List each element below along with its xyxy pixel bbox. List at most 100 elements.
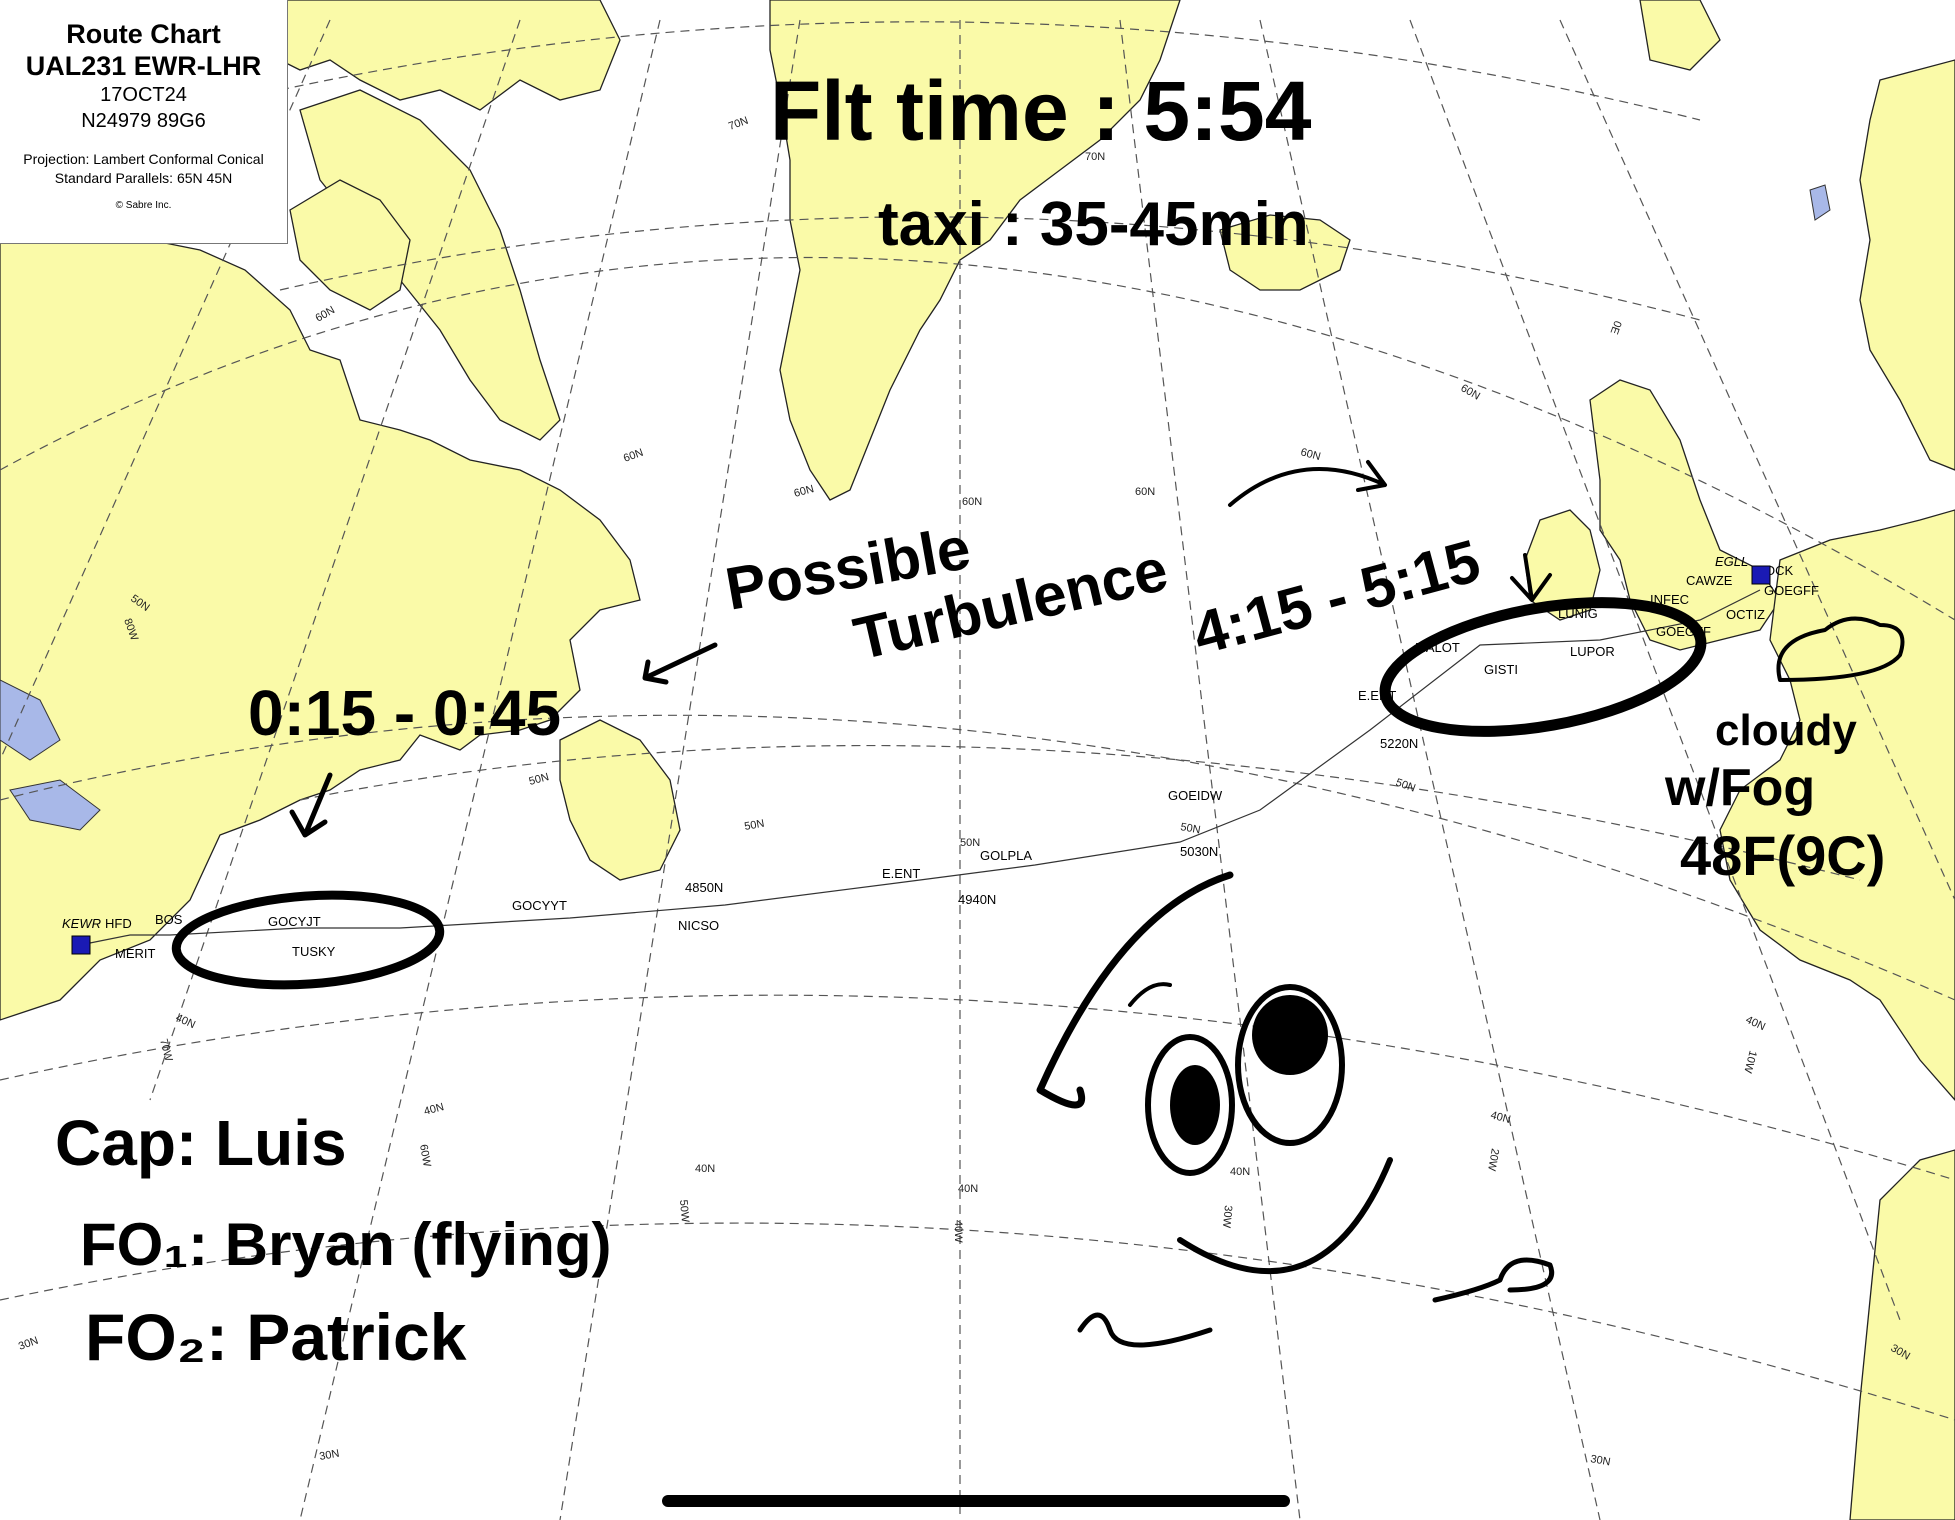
svalbard-land [1639,0,1721,71]
face-doodle-left-eye [1145,1034,1235,1176]
waypoint-label-eent-1: E.ENT [882,866,920,881]
flight-date: 17OCT24 [100,84,187,106]
newfoundland-land [559,719,681,881]
grid-label-70n: 70N [1085,151,1105,163]
annotation-text: Flt time : 5:54 taxi : 35-45min Possible… [55,64,1885,1374]
face-eye-fills [1170,995,1328,1145]
arrow-to-newfoundland [642,642,718,685]
face-doodle-left-pupil [1170,1065,1220,1145]
grid-label-0e: 0E [1608,319,1624,336]
face-doodle-right-pupil [1252,995,1328,1075]
note-crew-fo1: FO₁: Bryan (flying) [80,1211,611,1278]
route-line [79,589,1761,946]
waypoint-label-infec: INFEC [1650,592,1689,607]
parallel-50n [0,256,1955,621]
airport-destination-label: EGLL [1715,554,1748,569]
waypoint-label-lupor: LUPOR [1570,644,1615,659]
meridian-50w [559,19,801,1520]
waypoint-label-cawze: CAWZE [1686,573,1733,588]
waypoint-label-lunig: LUNIG [1558,606,1598,621]
grid-label-50n: 50N [528,771,551,788]
grid-label-30w: 30W [1220,1205,1234,1229]
waypoint-label-hfd: HFD [105,916,132,931]
note-weather-fog: w/Fog [1664,759,1815,817]
parallel-50n-b [299,745,1861,881]
note-flight-time: Flt time : 5:54 [770,64,1312,158]
note-weather-cloudy: cloudy [1715,706,1857,755]
scandinavia-land [1859,59,1955,471]
projection-label: Projection: Lambert Conformal Conical [23,151,264,167]
scandinavian-lake [1809,184,1831,221]
grid-label-40n: 40N [1489,1109,1512,1126]
cloud-doodle [1776,616,1905,682]
waypoint-label-bos: BOS [155,912,183,927]
grid-label-50w: 50W [677,1199,691,1223]
grid-label-50n: 50N [743,818,765,833]
waypoint-label-ock: OCK [1765,563,1794,578]
airport-marker-origin [71,935,91,955]
grid-label-10w: 10W [1741,1049,1759,1075]
parallel-40n-b [0,994,1955,1181]
waypoint-label-gocyyt: GOCYYT [512,898,567,913]
meridian-10w [1409,19,1901,1321]
waypoint-label-4940n: 4940N [958,892,996,907]
note-weather-temp: 48F(9C) [1680,824,1885,887]
grid-label-50n: 50N [1179,821,1201,836]
waypoint-label-nicso: NICSO [678,918,719,933]
grid-label-60n: 60N [1135,486,1155,498]
arrow-down-to-circle-1 [289,772,333,838]
annotation-shapes [171,460,1905,1348]
grid-label-20w: 20W [1485,1147,1501,1172]
flight-identifier: UAL231 EWR-LHR [25,51,262,81]
face-doodle-smile [1177,1157,1393,1275]
turbulence-area-oceanic-entry-circle [171,890,445,990]
grid-label-40n: 40N [695,1163,715,1175]
face-doodle-brow [1128,982,1172,1007]
grid-label-40n: 40N [958,1183,978,1195]
meridian-60w [299,19,661,1520]
waypoint-label-5030n: 5030N [1180,844,1218,859]
waypoint-label-goegff-2: GOEGFF [1764,583,1819,598]
baffin-island-land [289,179,411,311]
aircraft-registration: N24979 89G6 [81,110,206,132]
parallel-30n [0,1222,1955,1421]
note-crew-captain: Cap: Luis [55,1107,347,1179]
note-crew-fo2: FO₂: Patrick [85,1300,467,1374]
parallel-60n [279,216,1701,321]
waypoint-label-gocyjt: GOCYJT [268,914,321,929]
north-america-land [0,209,641,1021]
standard-parallels-label: Standard Parallels: 65N 45N [54,170,233,186]
chart-title-box: Route Chart UAL231 EWR-LHR 17OCT24 N2497… [0,0,288,244]
grid-label-30n: 30N [318,1448,340,1463]
grid-label-60n: 60N [793,483,816,500]
grid-label-40n: 40N [423,1101,446,1118]
waypoint-label-tusky: TUSKY [292,944,336,959]
grid-label-60w: 60W [417,1143,433,1168]
airport-marker-destination [1751,565,1771,585]
face-doodle-outline [1036,871,1234,1109]
waypoint-label-golpla: GOLPLA [980,848,1032,863]
note-taxi-time: taxi : 35-45min [878,190,1309,259]
face-doodle-right-eye [1235,984,1345,1146]
arrow-down-to-circle-2 [1510,553,1552,602]
grid-label-60n: 60N [962,496,982,508]
waypoint-label-goeidw: GOEIDW [1168,788,1223,803]
meridian-20w [1259,19,1601,1520]
grid-label-40w: 40W [952,1220,964,1243]
grid-label-70w: 70W [157,1038,175,1064]
note-window-1: 0:15 - 0:45 [248,677,561,749]
home-indicator-bar[interactable] [662,1495,1290,1507]
grid-label-50n: 50N [960,837,980,849]
chart-title: Route Chart [66,19,221,49]
squiggle-right [1432,1257,1554,1303]
meridian-30w [1119,19,1301,1520]
waypoint-label-octiz: OCTIZ [1726,607,1765,622]
squiggle-left [1077,1312,1213,1348]
meridian-0e [1559,19,1955,901]
great-lake-1 [0,679,61,761]
airport-origin-label: KEWR [62,916,101,931]
waypoint-label-4850n: 4850N [685,880,723,895]
arrow-curved-right [1228,460,1387,507]
turbulence-area-europe-entry-circle [1379,597,1707,737]
